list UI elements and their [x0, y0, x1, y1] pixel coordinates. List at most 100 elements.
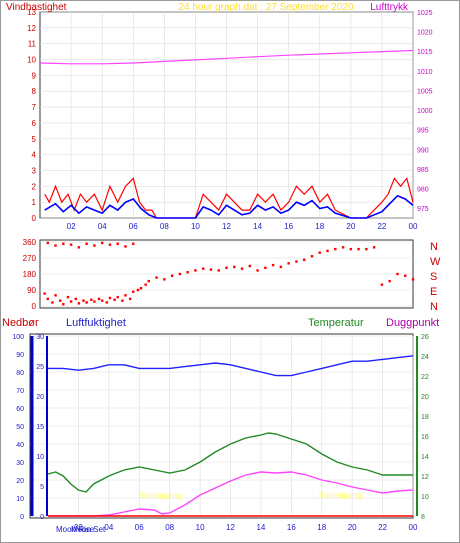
tick-nedbor: 100 [12, 334, 24, 341]
title-luftfuktighet: Luftfuktighet [66, 317, 126, 329]
tick-pressure: 1010 [417, 69, 433, 76]
tick-hour-bottom: 22 [378, 523, 387, 532]
point-direction [132, 290, 135, 293]
tick-nedbor: 90 [16, 352, 24, 359]
tick-nedbor: 60 [16, 406, 24, 413]
point-direction_high [54, 244, 57, 247]
tick-humidity-scale: 25 [36, 364, 44, 371]
tick-humidity-scale: 20 [36, 394, 44, 401]
series-humidity [48, 355, 414, 377]
title-duggpunkt: Duggpunkt [386, 317, 439, 329]
tick-wind: 7 [32, 103, 37, 112]
tick-wind: 12 [27, 24, 36, 33]
title-center: 24 hour graph dat : 27 September 2020 [178, 2, 354, 13]
point-direction [341, 246, 345, 249]
tick-wind: 9 [32, 71, 37, 80]
tick-temperature: 20 [421, 394, 429, 401]
tick-nedbor: 20 [16, 478, 24, 485]
tick-humidity-scale: 10 [36, 454, 44, 461]
tick-humidity-scale: 15 [36, 424, 44, 431]
point-direction [100, 299, 104, 302]
point-direction [295, 260, 298, 263]
point-direction [264, 266, 267, 269]
tick-hour: 02 [67, 222, 76, 231]
tick-wind: 3 [32, 166, 37, 175]
tick-wind: 5 [32, 135, 37, 144]
tick-pressure: 1005 [417, 88, 433, 95]
tick-wind: 1 [32, 198, 37, 207]
tick-hour-bottom: 02 [74, 523, 83, 532]
tick-temperature: 26 [421, 334, 429, 341]
tick-hour: 20 [346, 222, 355, 231]
tick-humidity-scale: 0 [40, 514, 44, 521]
point-direction [85, 301, 88, 304]
tick-hour: 04 [98, 222, 107, 231]
point-direction_high [77, 246, 81, 249]
tick-direction: 270 [23, 254, 37, 263]
point-direction [136, 288, 140, 292]
compass-label: N [430, 241, 438, 253]
point-direction [51, 301, 54, 304]
tick-nedbor: 50 [16, 424, 24, 431]
point-direction [69, 300, 73, 303]
point-direction [82, 299, 85, 302]
moon-rise-label: Moon Rise [56, 525, 95, 534]
label-soloppgang: Soloppgang [139, 491, 182, 500]
point-direction [225, 266, 228, 269]
tick-temperature: 24 [421, 354, 429, 361]
tick-wind: 11 [28, 40, 37, 49]
tick-nedbor: 30 [16, 460, 24, 467]
series-pressure [39, 49, 414, 65]
tick-nedbor: 70 [16, 388, 24, 395]
tick-temperature: 18 [421, 414, 429, 421]
label-solnedgang: Solnedgang [319, 491, 362, 500]
tick-direction: 90 [27, 286, 36, 295]
title-nedbor: Nedbør [2, 317, 39, 329]
tick-direction: 0 [32, 302, 37, 311]
tick-pressure: 1000 [417, 108, 433, 115]
tick-temperature: 8 [421, 514, 425, 521]
point-direction [287, 262, 290, 265]
point-direction [388, 279, 391, 283]
tick-temperature: 22 [421, 374, 429, 381]
tick-wind: 4 [32, 151, 37, 160]
point-direction_high [100, 241, 104, 245]
moon-set-label: Moon Set [71, 525, 106, 534]
compass-label: W [430, 256, 441, 268]
point-direction_high [116, 242, 119, 245]
point-direction [163, 278, 166, 281]
series-wind_avg [44, 194, 414, 219]
point-direction [74, 297, 77, 301]
grid-lines [30, 11, 414, 517]
point-direction_high [93, 244, 96, 247]
point-direction [380, 283, 384, 286]
point-direction [404, 274, 407, 277]
point-direction [334, 247, 337, 251]
tick-hour: 16 [284, 222, 293, 231]
tick-hour-bottom: 00 [409, 523, 418, 532]
tick-hour: 06 [129, 222, 138, 231]
tick-direction: 360 [23, 238, 37, 247]
tick-wind: 8 [32, 87, 37, 96]
tick-wind: 13 [27, 8, 36, 17]
point-direction [372, 246, 376, 249]
point-direction [170, 274, 174, 277]
axes-layer: 0123456789101112139759809859909951000100… [12, 8, 441, 532]
point-direction [108, 296, 112, 300]
point-direction [349, 247, 353, 251]
point-direction_high [132, 242, 135, 245]
tick-pressure: 1025 [417, 10, 433, 17]
tick-temperature: 16 [421, 434, 429, 441]
series-dewpoint [48, 471, 414, 517]
compass-label: S [430, 271, 437, 283]
point-direction [178, 272, 182, 276]
point-direction [124, 294, 127, 297]
point-direction [93, 300, 96, 303]
point-direction [411, 278, 415, 281]
compass-label: N [430, 301, 438, 313]
tick-nedbor: 40 [16, 442, 24, 449]
point-direction_high [69, 243, 73, 246]
point-direction_high [124, 245, 127, 248]
